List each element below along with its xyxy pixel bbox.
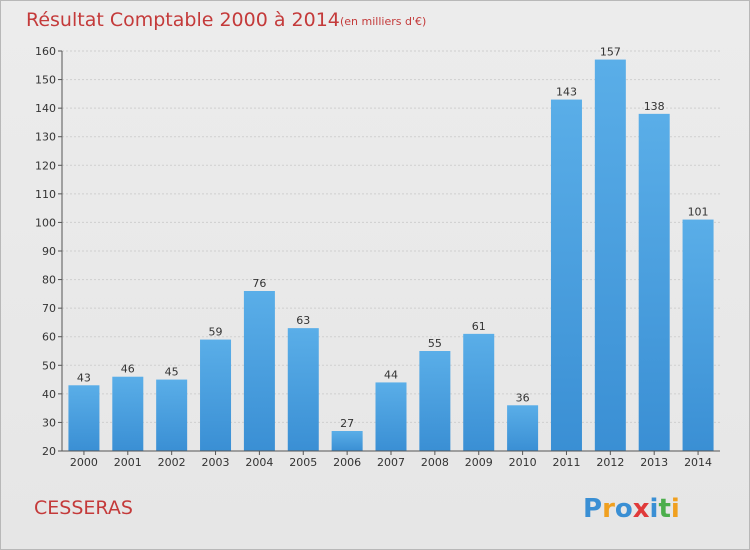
x-tick-label: 2001 <box>114 456 142 469</box>
y-tick-label: 30 <box>42 416 56 429</box>
data-label: 27 <box>340 417 354 430</box>
bar-2006 <box>331 431 363 451</box>
bar-2009 <box>463 333 495 451</box>
x-tick-label: 2005 <box>289 456 317 469</box>
data-label: 61 <box>472 320 486 333</box>
bars: 43 46 45 59 76 63 27 44 55 61 36 143 157 138 101 <box>68 46 714 452</box>
y-tick-label: 160 <box>35 45 56 58</box>
logo-letter: o <box>615 494 633 524</box>
logo-wordmark: Proxiti <box>583 494 680 524</box>
x-tick-label: 2006 <box>333 456 361 469</box>
bar-2003 <box>200 339 232 451</box>
y-tick-label: 150 <box>35 74 56 87</box>
data-label: 63 <box>296 314 310 327</box>
chart-subtitle: (en milliers d'€) <box>340 15 426 28</box>
bar-2012 <box>594 59 626 451</box>
bar-2013 <box>638 113 670 451</box>
x-tick-label: 2011 <box>552 456 580 469</box>
x-tick-label: 2008 <box>421 456 449 469</box>
data-label: 76 <box>252 277 266 290</box>
bar-2002 <box>156 379 188 451</box>
bar-2010 <box>507 405 539 451</box>
x-tick-label: 2014 <box>684 456 712 469</box>
y-tick-label: 130 <box>35 131 56 144</box>
x-tick-label: 2000 <box>70 456 98 469</box>
logo-letter: x <box>633 494 650 524</box>
y-tick-label: 70 <box>42 302 56 315</box>
logo-letter: i <box>650 494 659 524</box>
y-tick-label: 50 <box>42 359 56 372</box>
x-tick-label: 2003 <box>202 456 230 469</box>
logo-letter: t <box>658 494 670 524</box>
data-label: 157 <box>600 46 621 59</box>
y-tick-label: 80 <box>42 274 56 287</box>
x-tick-label: 2002 <box>158 456 186 469</box>
data-label: 43 <box>77 371 91 384</box>
data-label: 55 <box>428 337 442 350</box>
bar-2004 <box>243 291 275 451</box>
data-label: 59 <box>209 326 223 339</box>
logo-letter: r <box>602 494 615 524</box>
x-axis: 2000 2001 2002 2003 2004 2005 2006 2007 2008 2009… <box>62 450 720 469</box>
bar-2014 <box>682 219 714 451</box>
proxiti-logo: Proxiti <box>583 494 680 524</box>
y-tick-label: 120 <box>35 159 56 172</box>
bar-2000 <box>68 385 100 451</box>
bar-2007 <box>375 382 407 451</box>
y-tick-label: 90 <box>42 245 56 258</box>
x-tick-label: 2010 <box>509 456 537 469</box>
x-tick-label: 2013 <box>640 456 668 469</box>
x-tick-label: 2009 <box>465 456 493 469</box>
bar-2008 <box>419 351 451 451</box>
y-tick-label: 60 <box>42 331 56 344</box>
data-label: 45 <box>165 366 179 379</box>
chart-title: Résultat Comptable 2000 à 2014 <box>26 9 340 31</box>
y-tick-label: 40 <box>42 388 56 401</box>
place-name: CESSERAS <box>34 497 133 519</box>
data-label: 44 <box>384 368 398 381</box>
bar-2005 <box>287 328 319 451</box>
y-tick-label: 100 <box>35 216 56 229</box>
y-axis: 20 30 40 50 60 70 80 90 100 110 120 130 140 150 160 <box>35 45 63 458</box>
y-tick-label: 110 <box>35 188 56 201</box>
bar-2001 <box>112 376 144 451</box>
data-label: 138 <box>644 100 665 113</box>
logo-letter: i <box>671 494 680 524</box>
x-tick-label: 2004 <box>245 456 273 469</box>
y-tick-label: 140 <box>35 102 56 115</box>
data-label: 101 <box>688 206 709 219</box>
x-tick-label: 2012 <box>596 456 624 469</box>
data-label: 143 <box>556 86 577 99</box>
x-tick-label: 2007 <box>377 456 405 469</box>
data-label: 46 <box>121 363 135 376</box>
bar-2011 <box>550 99 582 452</box>
y-tick-label: 20 <box>42 445 56 458</box>
logo-letter: P <box>583 494 602 524</box>
data-label: 36 <box>516 391 530 404</box>
